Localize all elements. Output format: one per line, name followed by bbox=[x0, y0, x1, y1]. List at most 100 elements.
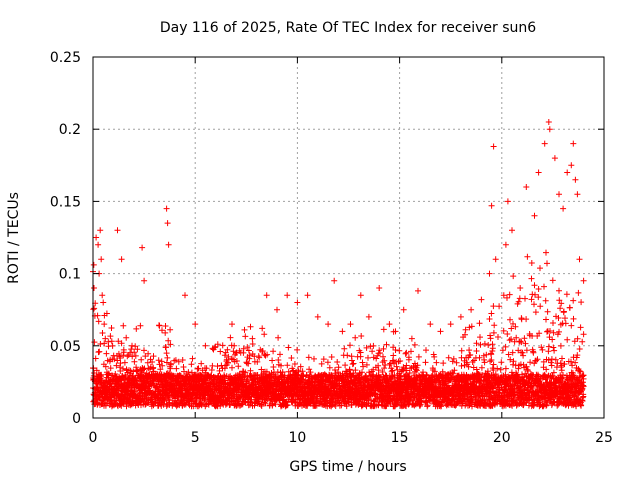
data-point bbox=[549, 356, 555, 362]
data-point bbox=[543, 298, 549, 304]
data-point bbox=[242, 333, 248, 339]
data-point bbox=[138, 357, 144, 363]
data-point bbox=[474, 348, 480, 354]
data-point bbox=[308, 369, 314, 375]
data-point bbox=[235, 363, 241, 369]
data-point bbox=[544, 260, 550, 266]
data-point bbox=[495, 334, 501, 340]
data-point bbox=[536, 286, 542, 292]
data-point bbox=[543, 250, 549, 256]
data-point bbox=[558, 343, 564, 349]
data-point bbox=[285, 345, 291, 351]
data-point bbox=[100, 330, 106, 336]
data-point bbox=[556, 288, 562, 294]
data-point bbox=[381, 346, 387, 352]
data-point bbox=[537, 265, 543, 271]
data-point bbox=[209, 367, 215, 373]
data-point bbox=[503, 366, 509, 372]
data-point bbox=[109, 338, 115, 344]
data-point bbox=[164, 355, 170, 361]
data-point bbox=[478, 342, 484, 348]
chart-title: Day 116 of 2025, Rate Of TEC Index for r… bbox=[160, 20, 536, 36]
data-point bbox=[294, 347, 300, 353]
data-point bbox=[390, 353, 396, 359]
data-point bbox=[376, 347, 382, 353]
data-point bbox=[562, 315, 568, 321]
data-point bbox=[164, 350, 170, 356]
data-point bbox=[377, 350, 383, 356]
data-point bbox=[408, 348, 414, 354]
data-point bbox=[504, 331, 510, 337]
data-point bbox=[488, 311, 494, 317]
data-point bbox=[220, 342, 226, 348]
data-point bbox=[550, 345, 556, 351]
data-point bbox=[533, 309, 539, 315]
data-point bbox=[163, 323, 169, 329]
data-point bbox=[529, 260, 535, 266]
data-point bbox=[137, 323, 143, 329]
data-point bbox=[358, 333, 364, 339]
data-point bbox=[517, 338, 523, 344]
data-point bbox=[477, 320, 483, 326]
data-point bbox=[270, 348, 276, 354]
data-point bbox=[198, 361, 204, 367]
data-point bbox=[292, 361, 298, 367]
data-point bbox=[487, 316, 493, 322]
data-point bbox=[380, 354, 386, 360]
data-point bbox=[381, 358, 387, 364]
data-point bbox=[488, 351, 494, 357]
data-point bbox=[352, 335, 358, 341]
data-point bbox=[381, 326, 387, 332]
data-point bbox=[129, 343, 135, 349]
data-point bbox=[529, 276, 535, 282]
data-point bbox=[498, 359, 504, 365]
data-point bbox=[440, 360, 446, 366]
data-point bbox=[510, 273, 516, 279]
data-point bbox=[311, 356, 317, 362]
data-point bbox=[103, 351, 109, 357]
data-point bbox=[141, 347, 147, 353]
data-point bbox=[269, 358, 275, 364]
data-point bbox=[523, 316, 529, 322]
data-point bbox=[156, 357, 162, 363]
data-point bbox=[109, 325, 115, 331]
data-point bbox=[487, 358, 493, 364]
data-point bbox=[532, 282, 538, 288]
data-point bbox=[365, 355, 371, 361]
data-point bbox=[329, 354, 335, 360]
data-point bbox=[327, 365, 333, 371]
data-point bbox=[527, 359, 533, 365]
data-point bbox=[522, 296, 528, 302]
data-point bbox=[545, 309, 551, 315]
data-point bbox=[334, 359, 340, 365]
data-point bbox=[246, 348, 252, 354]
data-point bbox=[288, 355, 294, 361]
data-point bbox=[275, 357, 281, 363]
data-point bbox=[551, 370, 557, 376]
data-point bbox=[507, 317, 513, 323]
data-point bbox=[273, 401, 279, 407]
data-point bbox=[521, 335, 527, 341]
data-point bbox=[93, 356, 99, 362]
data-point bbox=[551, 348, 557, 354]
data-point bbox=[546, 344, 552, 350]
data-point bbox=[530, 350, 536, 356]
data-point bbox=[396, 348, 402, 354]
data-point bbox=[477, 334, 483, 340]
data-point bbox=[123, 335, 129, 341]
data-point bbox=[341, 346, 347, 352]
y-axis-label: ROTI / TECUs bbox=[6, 192, 22, 284]
data-point bbox=[537, 303, 543, 309]
data-point bbox=[190, 356, 196, 362]
data-point bbox=[503, 344, 509, 350]
data-point bbox=[261, 331, 267, 337]
data-point bbox=[384, 342, 390, 348]
data-point bbox=[133, 326, 139, 332]
data-point bbox=[248, 368, 254, 374]
data-point bbox=[517, 295, 523, 301]
data-point bbox=[423, 359, 429, 365]
data-point bbox=[347, 342, 353, 348]
data-point bbox=[120, 323, 126, 329]
data-point bbox=[108, 365, 114, 371]
